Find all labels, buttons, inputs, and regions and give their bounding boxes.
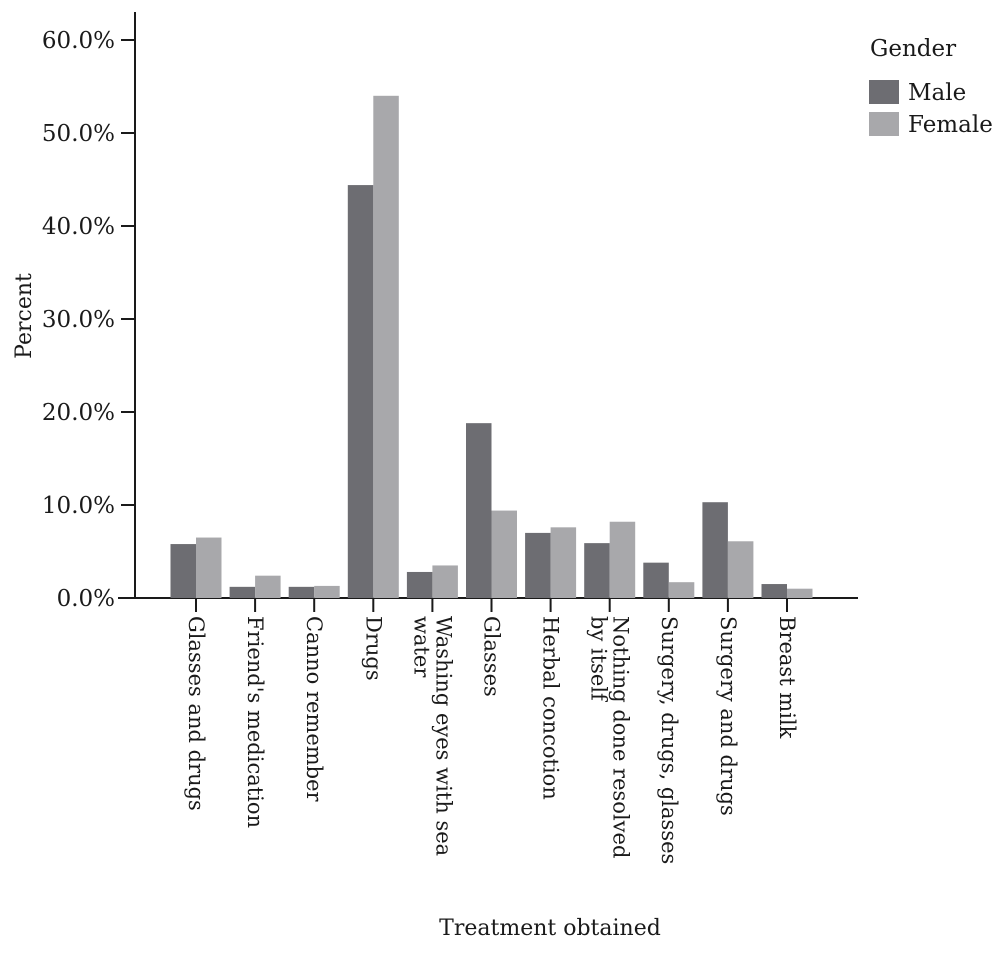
legend-label-male: Male: [908, 80, 966, 106]
x-tick-label: Breast milk: [775, 616, 799, 739]
legend: Gender Male Female: [869, 36, 993, 138]
bar-male: [288, 586, 315, 598]
axes: 0.0% 10.0% 20.0% 30.0% 40.0% 50.0% 60.0%: [42, 12, 858, 612]
bar-male: [761, 584, 787, 598]
y-tick-label: 30.0%: [42, 307, 115, 333]
bar-male: [466, 423, 492, 598]
legend-swatch-female: [869, 112, 899, 136]
x-tick-label: Drugs: [361, 616, 385, 681]
x-tick-label: Glasses: [480, 616, 504, 697]
x-tick-label: Friend's medication: [243, 616, 267, 828]
bar-female: [668, 582, 695, 598]
bar-male: [170, 544, 196, 598]
y-tick-label: 50.0%: [42, 121, 115, 147]
bar-female: [432, 565, 458, 598]
bar-female: [255, 575, 281, 598]
bar-male: [525, 532, 551, 598]
x-tick-label: Nothing done resolved: [609, 616, 633, 858]
bar-female: [727, 541, 754, 598]
x-axis-title: Treatment obtained: [439, 916, 661, 941]
bar-male: [702, 502, 728, 598]
x-tick-label: Washing eyes with sea: [431, 616, 455, 856]
legend-title: Gender: [870, 36, 956, 62]
legend-swatch-male: [869, 80, 899, 104]
x-tick-label: Surgery, drugs, glasses: [657, 616, 681, 864]
bar-female: [787, 588, 813, 598]
y-tick-label: 20.0%: [42, 400, 115, 426]
bar-male: [584, 543, 610, 598]
bar-male: [347, 185, 374, 598]
bar-male: [406, 571, 433, 598]
y-tick-label: 0.0%: [57, 586, 115, 612]
y-axis-title: Percent: [12, 273, 37, 359]
x-tick-label: Surgery and drugs: [716, 616, 740, 816]
category-labels: Glasses and drugs Friend's medication Cann…: [184, 616, 799, 864]
bar-female: [491, 510, 517, 598]
bar-female: [609, 521, 636, 598]
bar-female: [196, 537, 222, 598]
bar-female: [373, 95, 399, 599]
x-tick-label: Glasses and drugs: [184, 616, 208, 811]
bar-male: [229, 586, 256, 598]
bar-female: [550, 527, 577, 598]
bars: [170, 95, 813, 599]
x-tick-label: water: [409, 616, 433, 678]
legend-label-female: Female: [908, 112, 993, 138]
bar-female: [314, 585, 340, 598]
bar-male: [643, 562, 669, 598]
y-tick-label: 40.0%: [42, 214, 115, 240]
x-tick-label: Herbal concotion: [539, 616, 563, 800]
y-tick-label: 60.0%: [42, 28, 115, 54]
x-tick-label: by itself: [587, 616, 611, 703]
y-tick-label: 10.0%: [42, 493, 115, 519]
x-tick-label: Canno remember: [302, 616, 326, 803]
